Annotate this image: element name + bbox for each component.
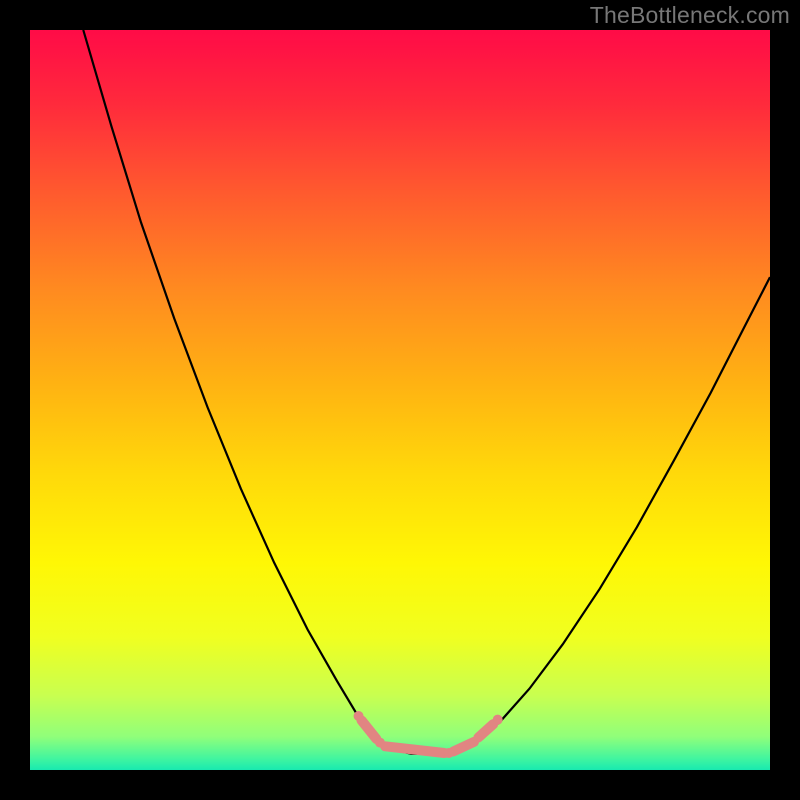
watermark-text: TheBottleneck.com: [590, 2, 790, 29]
bottleneck-chart: [0, 0, 800, 800]
band-dot: [375, 738, 385, 748]
band-dot: [493, 715, 503, 725]
band-segment: [385, 746, 444, 753]
band-dot: [354, 711, 364, 721]
gradient-background: [30, 30, 770, 770]
band-dot: [444, 748, 454, 758]
